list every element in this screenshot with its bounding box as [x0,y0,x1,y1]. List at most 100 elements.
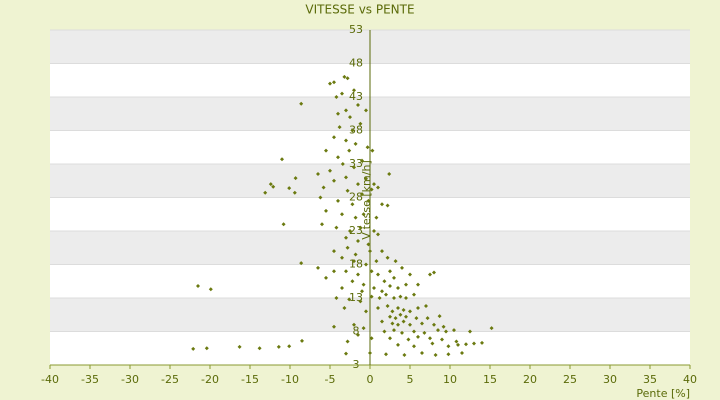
x-tick-label: 20 [523,373,537,386]
point [374,259,379,264]
point [361,326,366,331]
point [340,255,344,260]
point [382,279,387,284]
point [318,195,323,200]
y-tick-label: 38 [349,124,363,137]
point [376,185,380,190]
point [340,91,344,96]
point [352,165,356,170]
y-tick-label: 18 [349,258,363,271]
point [353,215,358,220]
point [334,225,339,230]
y-tick-label: 48 [349,57,363,70]
point [382,329,387,334]
point [237,344,242,349]
point [344,138,348,143]
point [347,148,352,153]
point [404,296,408,300]
point [376,272,380,277]
point [468,329,472,334]
point [384,292,388,297]
point [460,350,464,355]
point [358,299,363,304]
x-axis-title: Pente [%] [636,387,690,400]
point [464,342,468,347]
point [446,344,451,349]
point [401,308,406,313]
x-tick-label: -25 [161,373,179,386]
point [384,352,388,357]
y-tick-label: 33 [349,157,363,170]
point [420,350,424,355]
point [422,330,427,335]
point [366,198,371,203]
point [414,316,419,321]
point [300,338,304,343]
point [396,322,400,327]
point [191,346,196,351]
point [396,285,400,290]
x-tick-label: 30 [603,373,617,386]
point [281,222,286,227]
point [196,283,200,288]
point [347,297,352,302]
y-tick-label: 28 [349,191,363,204]
point [385,203,390,208]
point [358,121,363,126]
point [344,235,348,240]
point [364,176,368,181]
x-tick-label: -5 [325,373,336,386]
point [398,294,403,299]
point [369,269,374,274]
point [416,334,420,339]
point [408,272,412,277]
point [361,282,366,287]
point [408,309,412,314]
y-tick-label: 53 [349,23,363,36]
y-tick-label: 43 [349,90,363,103]
point [340,162,345,166]
point [342,74,347,79]
point [360,192,364,197]
point [360,289,364,294]
point [287,186,292,191]
point [208,287,213,292]
point [268,182,273,187]
point [400,265,404,270]
x-tick-label: -20 [201,373,219,386]
x-tick-label: 35 [643,373,657,386]
point [332,269,336,274]
point [400,330,404,335]
point [348,115,352,120]
point [420,321,424,326]
point [332,178,336,183]
point [392,296,396,300]
point [332,324,336,329]
point [412,292,416,297]
point [257,346,262,351]
point [369,187,374,192]
point [404,314,408,319]
point [396,306,400,311]
point [345,339,350,344]
point [356,272,360,277]
point [299,101,304,106]
point [388,336,392,341]
point [350,128,355,133]
point [344,269,348,274]
point [388,314,392,319]
x-tick-label: 10 [443,373,457,386]
point [472,341,476,346]
point [372,182,376,187]
point [345,245,350,250]
x-tick-label: 40 [683,373,697,386]
point [402,352,407,357]
point [452,328,456,333]
point [401,319,406,324]
point [446,352,451,357]
point [334,296,339,300]
point [406,337,411,342]
point [292,190,297,195]
point [366,242,371,247]
